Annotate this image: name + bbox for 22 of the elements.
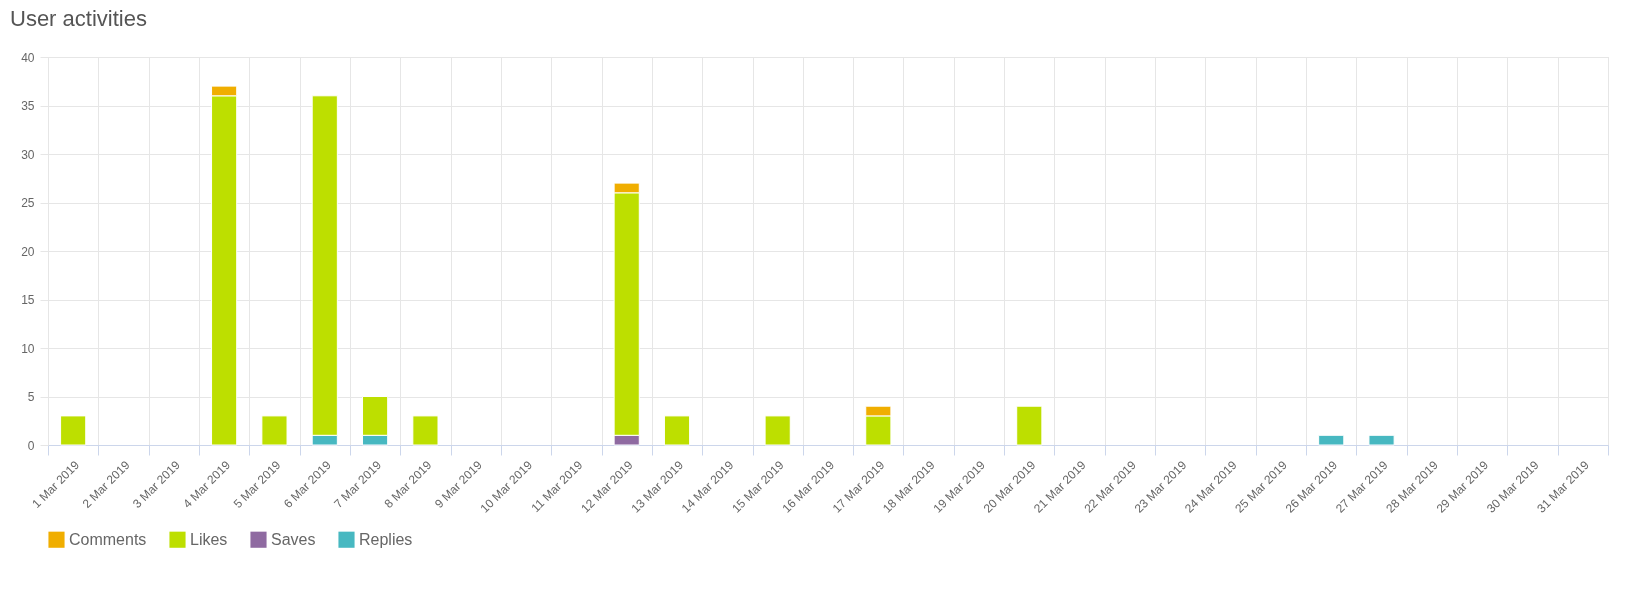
bar bbox=[1368, 434, 1395, 446]
y-tick-label: 30 bbox=[21, 147, 35, 162]
y-tick-label: 40 bbox=[21, 50, 35, 65]
y-tick-label: 10 bbox=[21, 341, 35, 356]
y-tick-label: 5 bbox=[27, 390, 35, 404]
bar bbox=[60, 415, 87, 446]
y-tick-label: 25 bbox=[21, 196, 35, 210]
y-tick-label: 35 bbox=[21, 99, 35, 113]
legend-label: Replies bbox=[359, 530, 413, 548]
chart-title: User activities bbox=[10, 6, 147, 31]
bar bbox=[1016, 405, 1043, 446]
legend-label: Saves bbox=[271, 530, 316, 548]
bar bbox=[261, 415, 288, 446]
y-tick-label: 15 bbox=[21, 293, 35, 307]
bar bbox=[412, 415, 439, 446]
legend-label: Likes bbox=[190, 530, 228, 548]
bar bbox=[1318, 434, 1345, 446]
y-tick-label: 0 bbox=[27, 438, 35, 453]
y-tick-label: 20 bbox=[21, 244, 35, 259]
bar bbox=[663, 415, 691, 446]
legend-label: Comments bbox=[69, 530, 147, 548]
bar bbox=[764, 415, 791, 446]
